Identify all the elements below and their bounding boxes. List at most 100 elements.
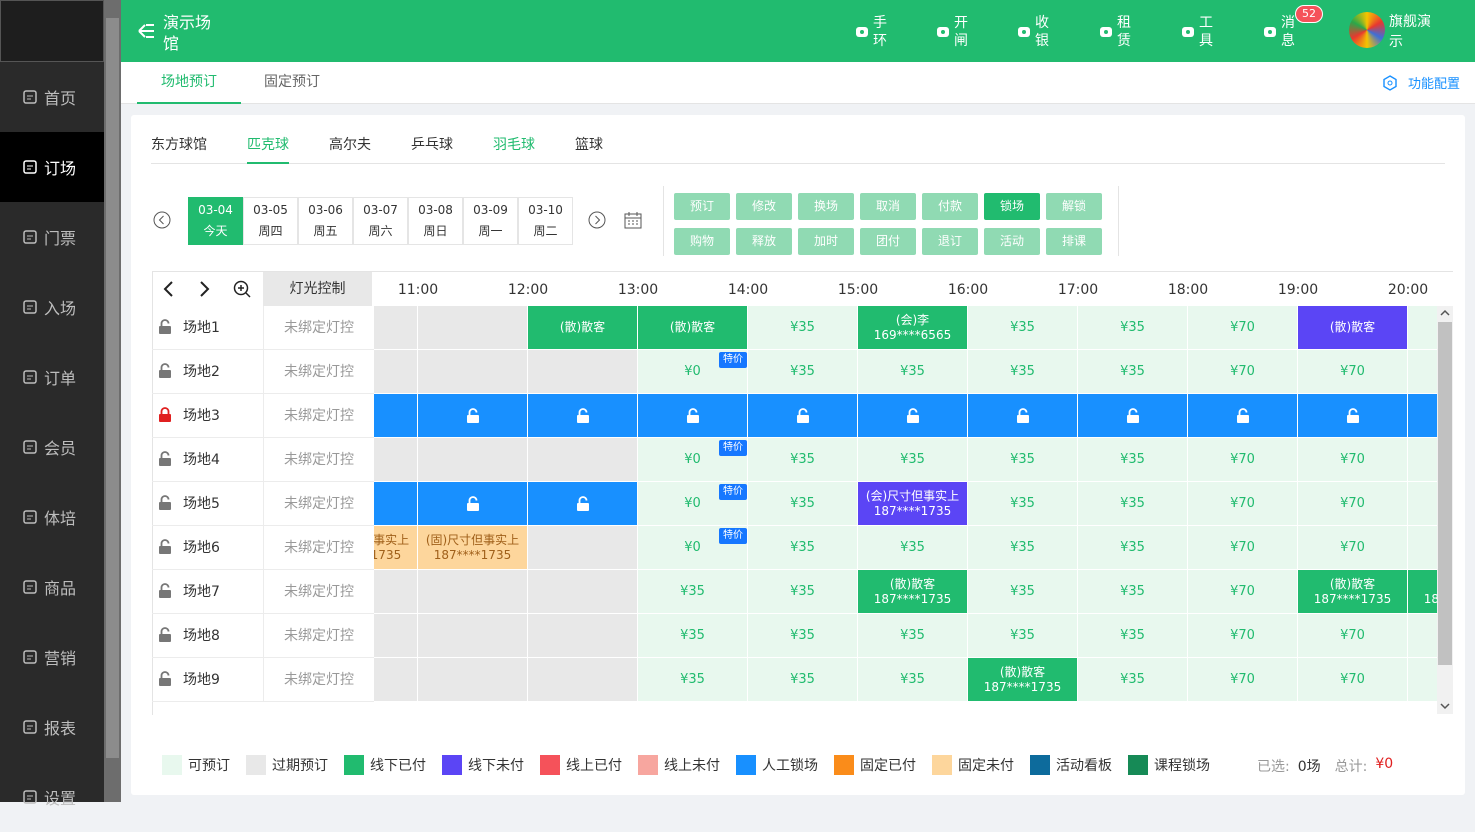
- slot[interactable]: [1408, 394, 1437, 438]
- slot[interactable]: [418, 482, 528, 526]
- scroll-thumb[interactable]: [1438, 322, 1452, 665]
- page-tab[interactable]: 场地预订: [137, 62, 241, 104]
- slot[interactable]: ¥35: [638, 614, 748, 658]
- slot[interactable]: [1408, 482, 1437, 526]
- slot[interactable]: [374, 658, 418, 702]
- nav-item[interactable]: 体培: [0, 482, 104, 552]
- scroll-down[interactable]: [1440, 702, 1450, 710]
- prev-date[interactable]: [152, 210, 172, 230]
- light-status[interactable]: 未绑定灯控: [263, 350, 374, 394]
- slot[interactable]: [374, 482, 418, 526]
- slot[interactable]: [1408, 350, 1437, 394]
- slot[interactable]: ¥35: [1078, 306, 1188, 350]
- date-tab[interactable]: 03-07 周六: [353, 197, 408, 245]
- slot[interactable]: ¥70: [1188, 306, 1298, 350]
- slot[interactable]: [748, 394, 858, 438]
- action-button[interactable]: 团付: [860, 228, 916, 255]
- slot[interactable]: ¥0 特价: [638, 438, 748, 482]
- tool-button[interactable]: 租赁: [1098, 14, 1132, 50]
- slot[interactable]: ¥35: [968, 306, 1078, 350]
- court-name[interactable]: 场地7: [183, 584, 220, 600]
- nav-item[interactable]: 首页: [0, 62, 104, 132]
- date-tab[interactable]: 03-04 今天: [188, 197, 243, 245]
- court-name[interactable]: 场地3: [183, 408, 220, 424]
- light-status[interactable]: 未绑定灯控: [263, 482, 374, 526]
- slot[interactable]: ¥70: [1188, 482, 1298, 526]
- nav-item[interactable]: 会员: [0, 412, 104, 482]
- user-name[interactable]: 旗舰演示: [1389, 14, 1431, 50]
- slot[interactable]: ¥70: [1298, 438, 1408, 482]
- calendar-icon[interactable]: [623, 211, 643, 229]
- slot[interactable]: ¥35: [968, 526, 1078, 570]
- slot[interactable]: ¥70: [1188, 526, 1298, 570]
- slot[interactable]: ¥35: [748, 658, 858, 702]
- slot[interactable]: [638, 394, 748, 438]
- slot[interactable]: (会)李 169****6565: [858, 306, 968, 350]
- slot[interactable]: ¥35: [748, 526, 858, 570]
- slot[interactable]: (散)散客: [1298, 306, 1408, 350]
- court-name[interactable]: 场地4: [183, 452, 220, 468]
- action-button[interactable]: 预订: [674, 193, 730, 220]
- slot[interactable]: ¥35: [748, 306, 858, 350]
- action-button[interactable]: 付款: [922, 193, 978, 220]
- court-name[interactable]: 场地8: [183, 628, 220, 644]
- nav-item[interactable]: 报表: [0, 692, 104, 762]
- slot[interactable]: [1408, 658, 1437, 702]
- slot[interactable]: [418, 438, 528, 482]
- slot[interactable]: ¥35: [748, 482, 858, 526]
- venue-tab[interactable]: 乒乓球: [411, 137, 453, 153]
- slot[interactable]: [374, 614, 418, 658]
- date-tab[interactable]: 03-05 周四: [243, 197, 298, 245]
- slot[interactable]: ¥0 特价: [638, 526, 748, 570]
- light-status[interactable]: 未绑定灯控: [263, 306, 374, 350]
- slot[interactable]: ¥35: [968, 350, 1078, 394]
- venue-tab[interactable]: 高尔夫: [329, 137, 371, 153]
- slot[interactable]: (会)尺寸但事实上 187****1735: [858, 482, 968, 526]
- next-date[interactable]: [587, 210, 607, 230]
- court-name[interactable]: 场地2: [183, 364, 220, 380]
- action-button[interactable]: 排课: [1046, 228, 1102, 255]
- action-button[interactable]: 取消: [860, 193, 916, 220]
- slot[interactable]: ¥35: [858, 614, 968, 658]
- slot[interactable]: ¥0 特价: [638, 350, 748, 394]
- back-icon[interactable]: [137, 22, 155, 40]
- slot[interactable]: ¥35: [638, 570, 748, 614]
- slot[interactable]: [528, 570, 638, 614]
- slot[interactable]: [1298, 394, 1408, 438]
- venue-tab[interactable]: 东方球馆: [151, 137, 207, 153]
- slot[interactable]: [1408, 438, 1437, 482]
- slot[interactable]: ¥70: [1188, 658, 1298, 702]
- slot[interactable]: ¥35: [1078, 350, 1188, 394]
- slot[interactable]: [528, 614, 638, 658]
- slot[interactable]: ¥35: [858, 658, 968, 702]
- action-button[interactable]: 释放: [736, 228, 792, 255]
- court-name[interactable]: 场地9: [183, 672, 220, 688]
- date-tab[interactable]: 03-06 周五: [298, 197, 353, 245]
- light-status[interactable]: 未绑定灯控: [263, 438, 374, 482]
- action-button[interactable]: 活动: [984, 228, 1040, 255]
- tool-button[interactable]: 手环: [854, 14, 888, 50]
- slot[interactable]: [528, 526, 638, 570]
- slot[interactable]: ¥70: [1188, 570, 1298, 614]
- scroll-right[interactable]: [197, 279, 211, 299]
- slot[interactable]: [1408, 306, 1437, 350]
- court-name[interactable]: 场地6: [183, 540, 220, 556]
- slot[interactable]: [418, 658, 528, 702]
- action-button[interactable]: 换场: [798, 193, 854, 220]
- slot[interactable]: [528, 658, 638, 702]
- slot[interactable]: (散)散客: [528, 306, 638, 350]
- slot[interactable]: ¥35: [638, 658, 748, 702]
- court-name[interactable]: 场地5: [183, 496, 220, 512]
- light-status[interactable]: 未绑定灯控: [263, 570, 374, 614]
- light-status[interactable]: 未绑定灯控: [263, 658, 374, 702]
- slot[interactable]: [418, 350, 528, 394]
- avatar[interactable]: [1349, 12, 1385, 48]
- slot[interactable]: ¥35: [1078, 614, 1188, 658]
- slot[interactable]: ¥70: [1298, 614, 1408, 658]
- tool-button[interactable]: 消息: [1262, 14, 1296, 50]
- action-button[interactable]: 加时: [798, 228, 854, 255]
- slot[interactable]: ¥35: [968, 438, 1078, 482]
- slot[interactable]: ¥70: [1298, 482, 1408, 526]
